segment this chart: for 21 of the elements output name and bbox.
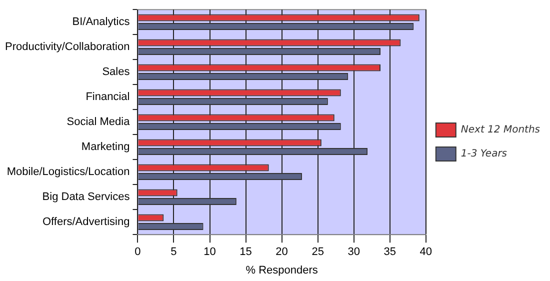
y-tick-label: Financial — [86, 91, 130, 104]
x-tick-label: 10 — [204, 246, 216, 258]
x-tick-label: 5 — [170, 246, 177, 258]
x-tick-label: 35 — [384, 246, 396, 258]
y-tick-label: Offers/Advertising — [42, 216, 130, 228]
y-tick-label: Productivity/Collaboration — [4, 41, 130, 54]
x-tick-label: 20 — [276, 246, 288, 258]
y-tick-label: Social Media — [66, 116, 131, 128]
legend-label: 1-3 Years — [460, 148, 508, 160]
y-tick-label: Mobile/Logistics/Location — [6, 166, 130, 178]
x-tick-label: 40 — [420, 246, 432, 258]
x-tick-label: 15 — [240, 246, 252, 258]
x-tick-label: 25 — [312, 246, 324, 258]
y-tick-label: Big Data Services — [42, 191, 130, 204]
x-tick-label: 0 — [134, 246, 141, 258]
legend-label: Next 12 Months — [460, 124, 540, 136]
y-tick-label: Marketing — [81, 141, 130, 154]
y-tick-label: BI/Analytics — [72, 16, 130, 28]
x-tick-label: 30 — [348, 246, 360, 258]
x-axis-title: % Responders — [246, 264, 318, 276]
y-tick-label: Sales — [102, 66, 130, 78]
